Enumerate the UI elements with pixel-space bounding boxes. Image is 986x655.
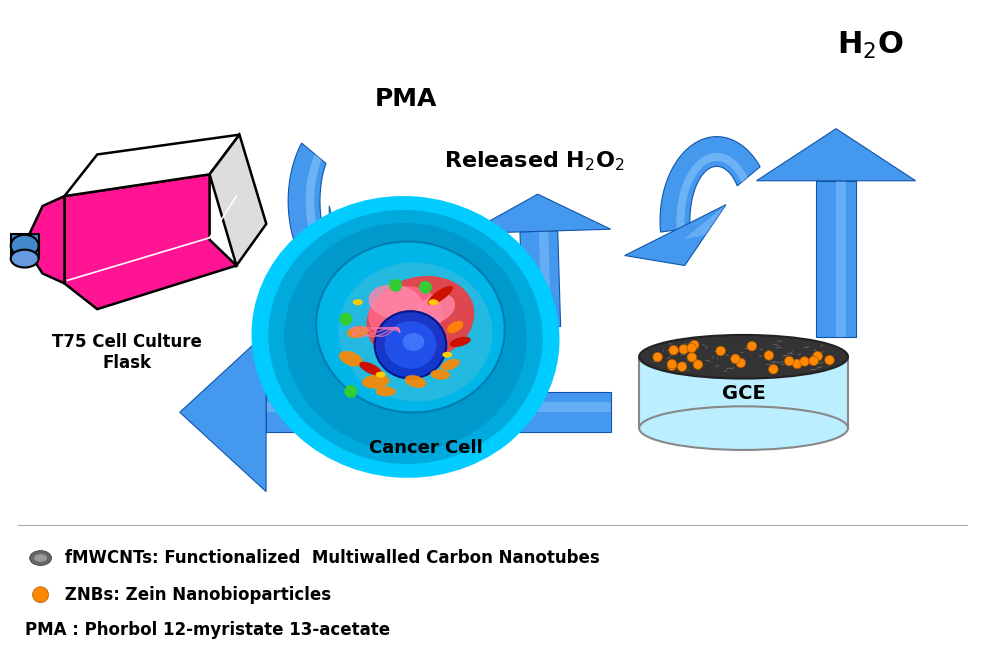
Polygon shape <box>28 196 64 284</box>
Ellipse shape <box>376 386 395 396</box>
Text: fMWCNTs: Functionalized  Multiwalled Carbon Nanotubes: fMWCNTs: Functionalized Multiwalled Carb… <box>59 549 600 567</box>
Text: H$_2$O: H$_2$O <box>836 29 903 61</box>
Ellipse shape <box>362 375 389 388</box>
Text: PMA: PMA <box>375 87 437 111</box>
Ellipse shape <box>35 554 47 562</box>
Circle shape <box>785 356 794 366</box>
Circle shape <box>737 358 745 367</box>
Circle shape <box>809 356 818 365</box>
Circle shape <box>689 341 699 350</box>
Ellipse shape <box>441 359 459 371</box>
Text: Released H$_2$O$_2$: Released H$_2$O$_2$ <box>445 149 625 173</box>
Circle shape <box>668 361 676 371</box>
Ellipse shape <box>375 311 447 379</box>
Ellipse shape <box>447 321 463 333</box>
Circle shape <box>687 343 696 353</box>
Circle shape <box>793 359 802 369</box>
Polygon shape <box>520 231 561 328</box>
Ellipse shape <box>430 369 451 380</box>
Circle shape <box>389 279 402 292</box>
Ellipse shape <box>376 371 386 377</box>
Circle shape <box>731 354 740 364</box>
Ellipse shape <box>30 551 51 565</box>
Circle shape <box>339 312 352 326</box>
Circle shape <box>653 352 663 362</box>
Polygon shape <box>660 137 760 232</box>
Polygon shape <box>266 392 611 432</box>
Polygon shape <box>836 181 846 337</box>
Polygon shape <box>11 234 38 257</box>
Ellipse shape <box>268 210 542 464</box>
Ellipse shape <box>415 294 456 324</box>
Ellipse shape <box>385 321 437 369</box>
Circle shape <box>693 360 703 369</box>
Ellipse shape <box>402 333 424 351</box>
Ellipse shape <box>359 362 383 375</box>
Ellipse shape <box>284 223 527 451</box>
Polygon shape <box>639 357 848 428</box>
Ellipse shape <box>11 250 38 267</box>
Ellipse shape <box>428 286 453 305</box>
Polygon shape <box>210 135 266 265</box>
Polygon shape <box>64 135 240 196</box>
Polygon shape <box>625 204 726 265</box>
Polygon shape <box>266 402 611 412</box>
Text: T75 Cell Culture
Flask: T75 Cell Culture Flask <box>52 333 202 372</box>
Ellipse shape <box>338 263 492 402</box>
Polygon shape <box>64 174 237 309</box>
Polygon shape <box>467 194 610 233</box>
Circle shape <box>669 345 678 355</box>
Ellipse shape <box>317 242 505 413</box>
Ellipse shape <box>251 196 559 477</box>
Circle shape <box>764 350 774 360</box>
Circle shape <box>687 352 696 362</box>
Circle shape <box>419 281 432 294</box>
Circle shape <box>769 364 778 374</box>
Polygon shape <box>179 333 266 492</box>
Ellipse shape <box>339 351 363 367</box>
Ellipse shape <box>443 352 453 358</box>
Polygon shape <box>756 128 916 181</box>
Ellipse shape <box>369 284 423 320</box>
Circle shape <box>824 356 834 365</box>
Circle shape <box>716 346 726 356</box>
Circle shape <box>812 352 822 361</box>
Ellipse shape <box>11 234 38 257</box>
Circle shape <box>668 360 676 369</box>
Text: GCE: GCE <box>722 384 765 403</box>
Polygon shape <box>288 143 335 284</box>
Polygon shape <box>676 153 747 230</box>
Polygon shape <box>329 206 337 265</box>
Polygon shape <box>683 204 726 239</box>
Ellipse shape <box>639 406 848 450</box>
Circle shape <box>33 587 48 603</box>
Ellipse shape <box>367 276 474 362</box>
Ellipse shape <box>347 326 369 338</box>
Circle shape <box>800 357 810 366</box>
Ellipse shape <box>353 299 363 305</box>
Ellipse shape <box>450 337 470 347</box>
Ellipse shape <box>405 375 426 388</box>
Ellipse shape <box>428 299 439 305</box>
Circle shape <box>747 341 756 351</box>
Circle shape <box>677 362 687 371</box>
Polygon shape <box>306 155 333 268</box>
Polygon shape <box>539 231 551 327</box>
Ellipse shape <box>639 335 848 379</box>
Ellipse shape <box>368 286 443 344</box>
Polygon shape <box>329 206 346 333</box>
Text: ZNBs: Zein Nanobioparticles: ZNBs: Zein Nanobioparticles <box>59 586 331 604</box>
Text: PMA : Phorbol 12-myristate 13-acetate: PMA : Phorbol 12-myristate 13-acetate <box>25 622 389 639</box>
Circle shape <box>344 385 357 398</box>
Text: Cancer Cell: Cancer Cell <box>369 439 482 457</box>
Polygon shape <box>816 181 856 337</box>
Circle shape <box>679 345 688 354</box>
